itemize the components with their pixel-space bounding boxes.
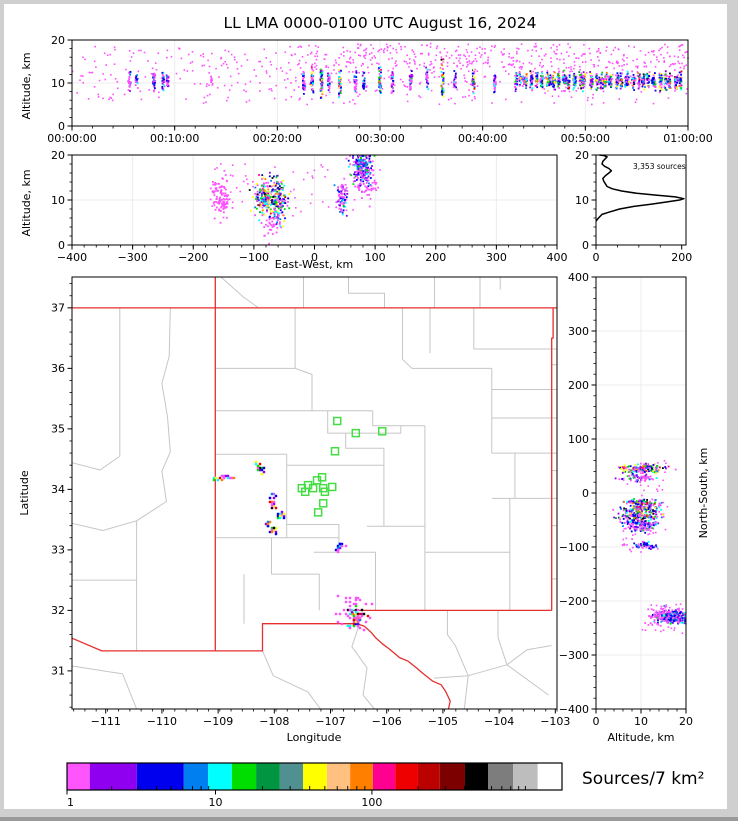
y-tick-label: 0 — [582, 487, 589, 500]
x-tick-label: 400 — [547, 251, 568, 264]
x-tick-label: 20 — [679, 715, 693, 728]
x-tick-label: 01:00:00 — [663, 132, 712, 145]
y-tick-label: 100 — [568, 433, 589, 446]
ylabel-time-panel: Altitude, km — [20, 52, 33, 119]
x-tick-label: 200 — [671, 251, 692, 264]
y-tick-label: −200 — [559, 595, 589, 608]
x-tick-label: −104 — [484, 715, 514, 728]
x-tick-label: −100 — [239, 251, 269, 264]
x-tick-label: 0 — [593, 715, 600, 728]
x-tick-label: 0 — [593, 251, 600, 264]
x-tick-label: 00:20:00 — [253, 132, 302, 145]
figure-title: LL LMA 0000-0100 UTC August 16, 2024 — [224, 14, 537, 32]
y-tick-label: 300 — [568, 325, 589, 338]
x-tick-label: −105 — [428, 715, 458, 728]
x-tick-label: 00:30:00 — [355, 132, 404, 145]
ylabel-ns-panel: North-South, km — [697, 448, 710, 539]
xlabel-map: Longitude — [287, 731, 342, 744]
xlabel-ns-panel: Altitude, km — [607, 731, 674, 744]
y-tick-label: 32 — [51, 604, 65, 617]
x-tick-label: 00:50:00 — [561, 132, 610, 145]
histogram-source-count: 3,353 sources — [633, 162, 686, 171]
x-tick-label: −108 — [259, 715, 289, 728]
y-tick-label: 37 — [51, 302, 65, 315]
y-tick-label: 36 — [51, 362, 65, 375]
x-tick-label: −110 — [147, 715, 177, 728]
x-tick-label: −103 — [540, 715, 570, 728]
y-tick-label: 400 — [568, 271, 589, 284]
x-tick-label: −107 — [315, 715, 345, 728]
colorbar-tick-label: 10 — [209, 796, 223, 809]
x-tick-label: −200 — [178, 251, 208, 264]
x-tick-label: 300 — [486, 251, 507, 264]
y-tick-label: 200 — [568, 379, 589, 392]
ylabel-map: Latitude — [18, 470, 31, 516]
y-tick-label: 0 — [582, 239, 589, 252]
y-tick-label: 0 — [58, 239, 65, 252]
x-tick-label: 100 — [365, 251, 386, 264]
x-tick-label: 200 — [425, 251, 446, 264]
x-tick-label: −111 — [91, 715, 121, 728]
x-tick-label: 10 — [634, 715, 648, 728]
figure-canvas — [4, 4, 727, 809]
x-tick-label: −300 — [118, 251, 148, 264]
y-tick-label: −400 — [559, 703, 589, 716]
x-tick-label: −106 — [372, 715, 402, 728]
y-tick-label: 35 — [51, 423, 65, 436]
y-tick-label: 10 — [51, 77, 65, 90]
y-tick-label: 20 — [575, 149, 589, 162]
y-tick-label: −100 — [559, 541, 589, 554]
y-tick-label: 20 — [51, 34, 65, 47]
y-tick-label: 34 — [51, 483, 65, 496]
ylabel-ew-panel: Altitude, km — [20, 169, 33, 236]
x-tick-label: 00:40:00 — [458, 132, 507, 145]
colorbar-bins — [67, 763, 562, 790]
colorbar-label: Sources/7 km² — [582, 769, 704, 789]
y-tick-label: 31 — [51, 665, 65, 678]
y-tick-label: 33 — [51, 544, 65, 557]
x-tick-label: −109 — [203, 715, 233, 728]
xlabel-ew-panel: East-West, km — [275, 258, 353, 271]
colorbar-tick-label: 100 — [361, 796, 382, 809]
y-tick-label: 10 — [51, 194, 65, 207]
x-tick-label: 00:10:00 — [150, 132, 199, 145]
y-tick-label: 0 — [58, 120, 65, 133]
y-tick-label: 10 — [575, 194, 589, 207]
x-tick-label: 00:00:00 — [47, 132, 96, 145]
y-tick-label: −300 — [559, 649, 589, 662]
y-tick-label: 20 — [51, 149, 65, 162]
x-tick-label: −400 — [57, 251, 87, 264]
colorbar-tick-label: 1 — [67, 796, 74, 809]
